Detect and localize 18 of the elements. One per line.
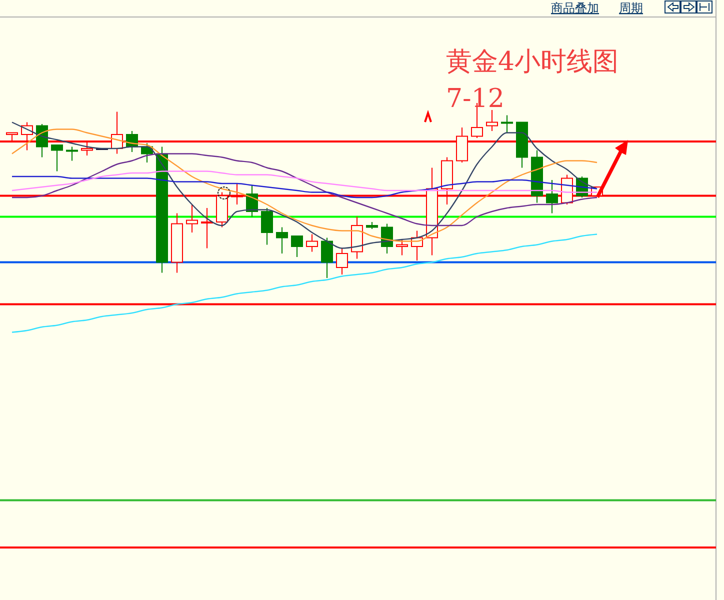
text: 商品叠加 <box>551 1 599 15</box>
candlestick <box>186 204 198 233</box>
chart-subtitle: 7-12 <box>446 84 504 114</box>
candlestick <box>276 226 288 254</box>
chart-title: 黄金4小时线图 <box>446 47 619 77</box>
candlestick <box>291 236 303 258</box>
candlestick <box>501 114 513 134</box>
candlestick <box>66 146 78 162</box>
candlestick <box>51 144 63 172</box>
candlestick <box>546 180 558 214</box>
candlestick <box>336 248 348 275</box>
candlestick <box>396 239 408 256</box>
candlestick <box>261 208 273 246</box>
text: 周期 <box>619 1 643 15</box>
candlestick <box>486 110 498 132</box>
candlestick <box>201 208 213 249</box>
candlestick <box>321 237 333 278</box>
candlestick <box>306 234 318 252</box>
